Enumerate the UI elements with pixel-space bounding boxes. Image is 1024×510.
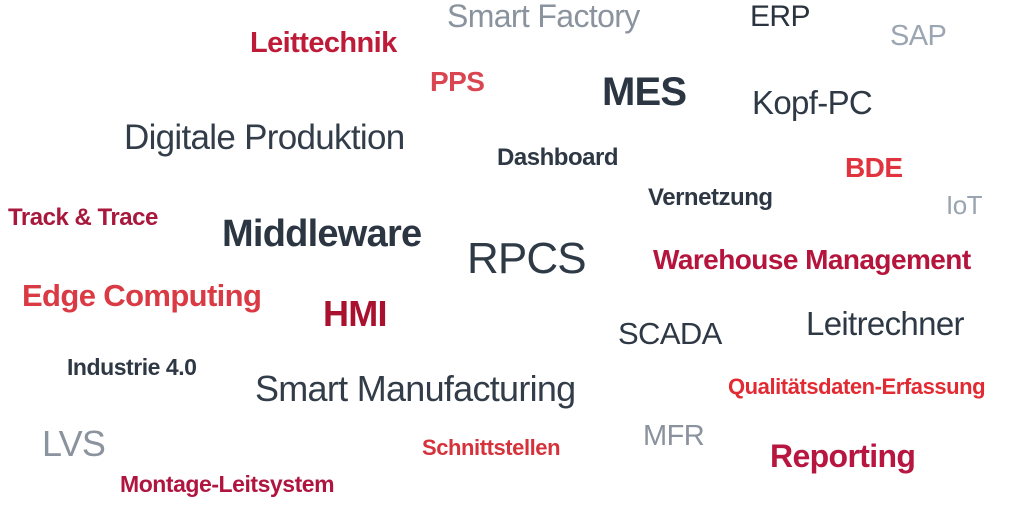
cloud-word-digitale-produktion: Digitale Produktion (124, 118, 405, 157)
cloud-word-schnittstellen: Schnittstellen (422, 435, 561, 460)
cloud-word-mfr: MFR (643, 420, 705, 452)
cloud-word-smart-manufacturing: Smart Manufacturing (255, 368, 576, 409)
cloud-word-scada: SCADA (618, 316, 722, 351)
cloud-word-hmi: HMI (323, 293, 388, 334)
cloud-word-track-trace: Track & Trace (8, 204, 158, 231)
cloud-word-warehouse-management: Warehouse Management (653, 244, 971, 275)
cloud-word-leitrechner: Leitrechner (806, 305, 965, 342)
cloud-word-pps: PPS (430, 66, 485, 97)
cloud-word-iot: IoT (946, 190, 983, 220)
cloud-word-industrie-4-0: Industrie 4.0 (67, 354, 197, 380)
cloud-word-rpcs: RPCS (467, 234, 587, 283)
cloud-word-reporting: Reporting (770, 438, 916, 474)
cloud-word-edge-computing: Edge Computing (22, 278, 262, 313)
cloud-word-kopf-pc: Kopf-PC (752, 84, 873, 121)
cloud-word-lvs: LVS (42, 423, 106, 464)
cloud-word-leittechnik: Leittechnik (250, 27, 397, 59)
cloud-word-vernetzung: Vernetzung (648, 184, 773, 211)
cloud-word-dashboard: Dashboard (497, 144, 619, 171)
cloud-word-middleware: Middleware (222, 213, 422, 255)
cloud-word-erp: ERP (750, 0, 810, 33)
cloud-word-smart-factory: Smart Factory (447, 0, 640, 34)
cloud-word-mes: MES (602, 70, 687, 114)
cloud-word-sap: SAP (890, 20, 947, 52)
cloud-word-montage-leitsystem: Montage-Leitsystem (120, 471, 335, 497)
cloud-word-bde: BDE (845, 152, 903, 183)
cloud-word-qualit-tsdaten-erfassung: Qualitätsdaten-Erfassung (728, 374, 986, 399)
